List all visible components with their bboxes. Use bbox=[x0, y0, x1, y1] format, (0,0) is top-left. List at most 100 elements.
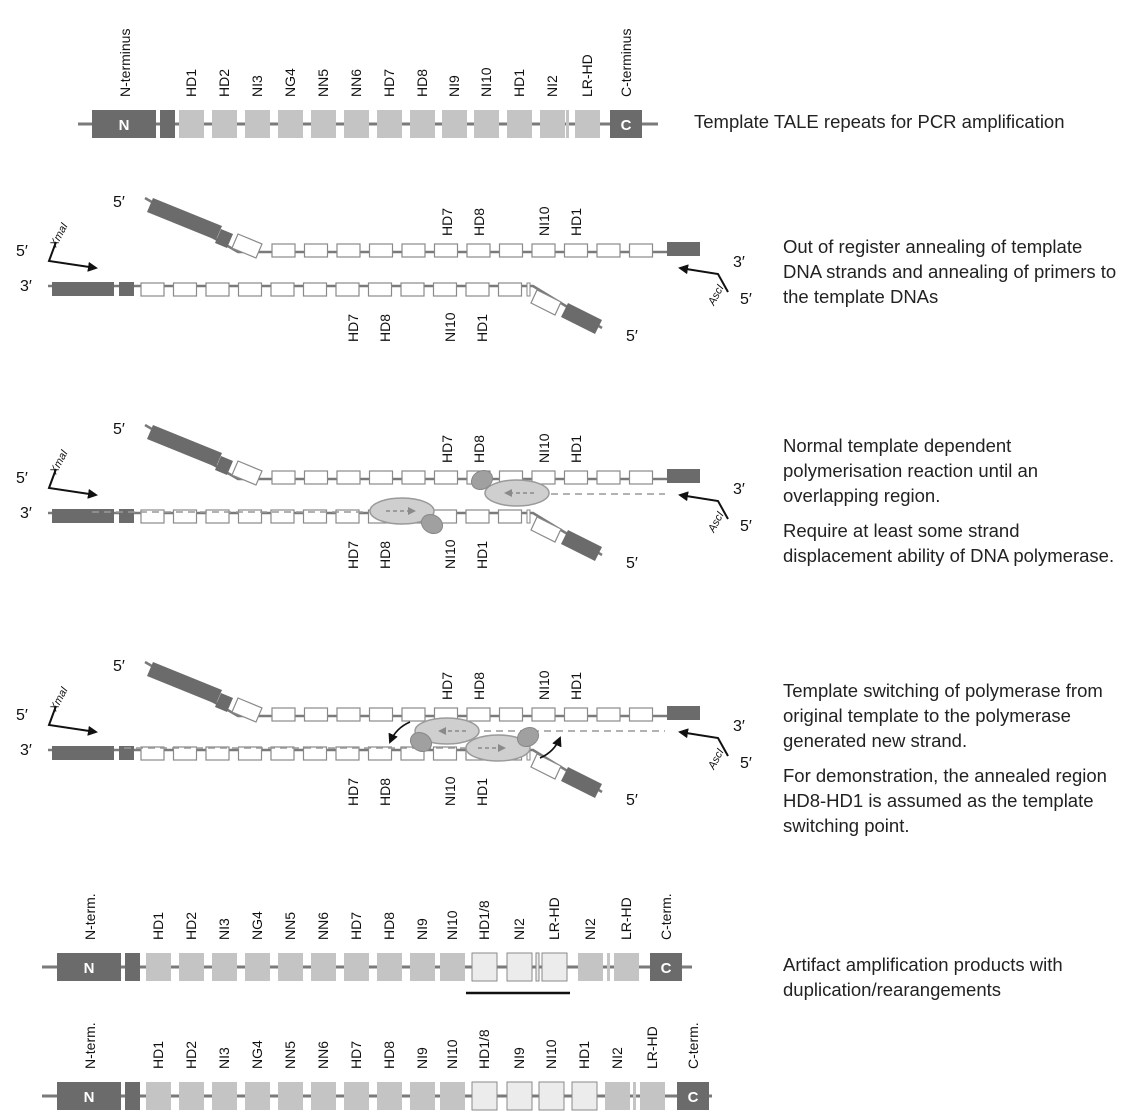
repeat-label: HD7 bbox=[381, 69, 397, 97]
top-strand-repeat-box bbox=[336, 707, 361, 722]
repeat-box bbox=[179, 110, 204, 138]
three-prime-label: 3′ bbox=[20, 505, 32, 522]
bottom-strand-repeat-box bbox=[270, 746, 295, 761]
artifact1-repeat-label: LR-HD bbox=[546, 897, 562, 940]
artifact2-repeat-label: HD8 bbox=[381, 1041, 397, 1069]
top-strand-repeat-box bbox=[368, 470, 394, 485]
repeat-label: HD2 bbox=[216, 69, 232, 97]
artifact1-repeat-label: LR-HD bbox=[618, 897, 634, 940]
repeat-box bbox=[377, 110, 402, 138]
artifact2-repeat-box bbox=[146, 1082, 171, 1110]
five-prime-label: 5′ bbox=[16, 707, 28, 724]
artifact2-repeat-box bbox=[344, 1082, 369, 1110]
three-prime-label: 3′ bbox=[733, 718, 745, 735]
bottom-strand-repeat-box bbox=[237, 746, 263, 761]
artifact2-c-label: C bbox=[688, 1089, 699, 1106]
top-strand-repeat-box bbox=[466, 243, 491, 258]
five-prime-label: 5′ bbox=[740, 518, 752, 535]
repeat-label: NI3 bbox=[249, 75, 265, 97]
n-box-label: N bbox=[119, 117, 130, 134]
top-strand-repeat-box bbox=[531, 470, 556, 485]
top-strand-repeat-box bbox=[271, 243, 296, 258]
artifact1-repeat-label: HD1/8 bbox=[476, 900, 492, 940]
repeat-box bbox=[245, 110, 270, 138]
artifact2-n-box bbox=[57, 1082, 121, 1110]
polymerase-upper-subunit bbox=[470, 469, 494, 491]
bottom-strand-repeat-box bbox=[302, 746, 328, 761]
top-strand-repeat-box bbox=[596, 470, 621, 485]
artifact1-repeat-box bbox=[471, 952, 498, 982]
top-strand-repeat-box bbox=[368, 243, 394, 258]
top-strand-n-terminal bbox=[147, 198, 222, 240]
bottom-strand-repeat-label: HD8 bbox=[377, 314, 393, 342]
top-strand-c-terminal bbox=[667, 706, 700, 720]
top-strand-repeat-box bbox=[563, 707, 589, 722]
description-annealing: Out of register annealing of template DN… bbox=[783, 234, 1118, 319]
artifact1-repeat-box bbox=[506, 952, 533, 982]
artifact1-repeat-label: NI10 bbox=[444, 910, 460, 940]
c-box-label: C bbox=[621, 117, 632, 134]
artifact1-repeat-box bbox=[410, 953, 435, 981]
asci-label: AscI bbox=[706, 510, 727, 535]
artifact1-repeat-box bbox=[614, 953, 639, 981]
five-prime-label: 5′ bbox=[16, 470, 28, 487]
bottom-strand-repeat-box bbox=[497, 282, 523, 297]
top-strand-repeat-box bbox=[531, 707, 556, 722]
description-text: Normal template dependent polymerisation… bbox=[783, 435, 1039, 506]
top-strand-repeat-box bbox=[303, 470, 329, 485]
artifact1-repeat-box bbox=[541, 952, 568, 982]
artifact2-repeat-label: NI9 bbox=[511, 1047, 527, 1069]
bottom-strand-repeat-box bbox=[465, 509, 490, 524]
artifact1-repeat-box bbox=[311, 953, 336, 981]
bottom-strand-repeat-label: NI10 bbox=[442, 312, 458, 342]
artifact1-repeat-box bbox=[578, 953, 603, 981]
artifact2-repeat-box bbox=[471, 1081, 498, 1111]
bottom-strand-tilted-repeat bbox=[530, 516, 562, 543]
c-terminal-box bbox=[610, 110, 642, 138]
description-text: Out of register annealing of template DN… bbox=[783, 236, 1117, 307]
switch-arrow-left bbox=[388, 721, 411, 744]
artifact1-repeat-box bbox=[179, 953, 204, 981]
three-prime-label: 3′ bbox=[733, 481, 745, 498]
top-strand-repeat-box bbox=[303, 243, 329, 258]
artifact2-repeat-label: HD1 bbox=[576, 1041, 592, 1069]
five-prime-label: 5′ bbox=[740, 755, 752, 772]
top-strand-linker bbox=[215, 456, 233, 475]
bottom-strand-repeat-box bbox=[497, 509, 523, 524]
five-prime-label: 5′ bbox=[626, 328, 638, 345]
top-strand-repeat-box bbox=[368, 707, 394, 722]
bottom-strand-repeat-box bbox=[140, 282, 165, 297]
xmai-primer-arrow bbox=[47, 468, 98, 499]
artifact2-spacer bbox=[633, 1082, 636, 1110]
annealing-panel: 5′ 3′ 3′ 5′ 5′ XmaI 5′ AscI HD7 HD8 NI10 HD1 HD7 HD… bbox=[16, 194, 752, 345]
top-strand-repeat-box bbox=[596, 243, 621, 258]
top-strand-repeat-box bbox=[433, 470, 459, 485]
description-text: Template TALE repeats for PCR amplificat… bbox=[694, 111, 1065, 132]
bottom-strand-repeat-box bbox=[302, 509, 328, 524]
artifact2-repeat-box bbox=[212, 1082, 237, 1110]
artifact2-repeat-box bbox=[440, 1082, 465, 1110]
top-strand-n-terminal bbox=[147, 662, 222, 704]
top-strand-n-terminal bbox=[147, 425, 222, 467]
polymerase-lower-subunit bbox=[420, 513, 444, 535]
top-strand-repeat-box bbox=[303, 707, 329, 722]
five-prime-label: 5′ bbox=[113, 194, 125, 211]
five-prime-label: 5′ bbox=[626, 555, 638, 572]
bottom-strand-tilted-repeat bbox=[530, 753, 562, 780]
bottom-strand-repeat-label: NI10 bbox=[442, 776, 458, 806]
artifact1-n-box bbox=[57, 953, 121, 981]
top-strand-repeat-label: HD1 bbox=[568, 672, 584, 700]
artifact2-repeat-box bbox=[506, 1081, 533, 1111]
top-strand-repeat-box bbox=[563, 243, 589, 258]
repeat-box bbox=[575, 110, 600, 138]
description-text: Require at least some strand displacemen… bbox=[783, 520, 1115, 566]
repeat-box bbox=[344, 110, 369, 138]
top-strand-c-terminal bbox=[667, 242, 700, 256]
bottom-strand-repeat-box bbox=[432, 282, 458, 297]
top-strand-tilted-repeat bbox=[231, 697, 263, 723]
bottom-strand-repeat-box bbox=[172, 282, 198, 297]
bottom-strand-repeat-box bbox=[237, 509, 263, 524]
artifact2-repeat-box bbox=[640, 1082, 665, 1110]
bottom-strand-n-terminal bbox=[52, 746, 114, 760]
